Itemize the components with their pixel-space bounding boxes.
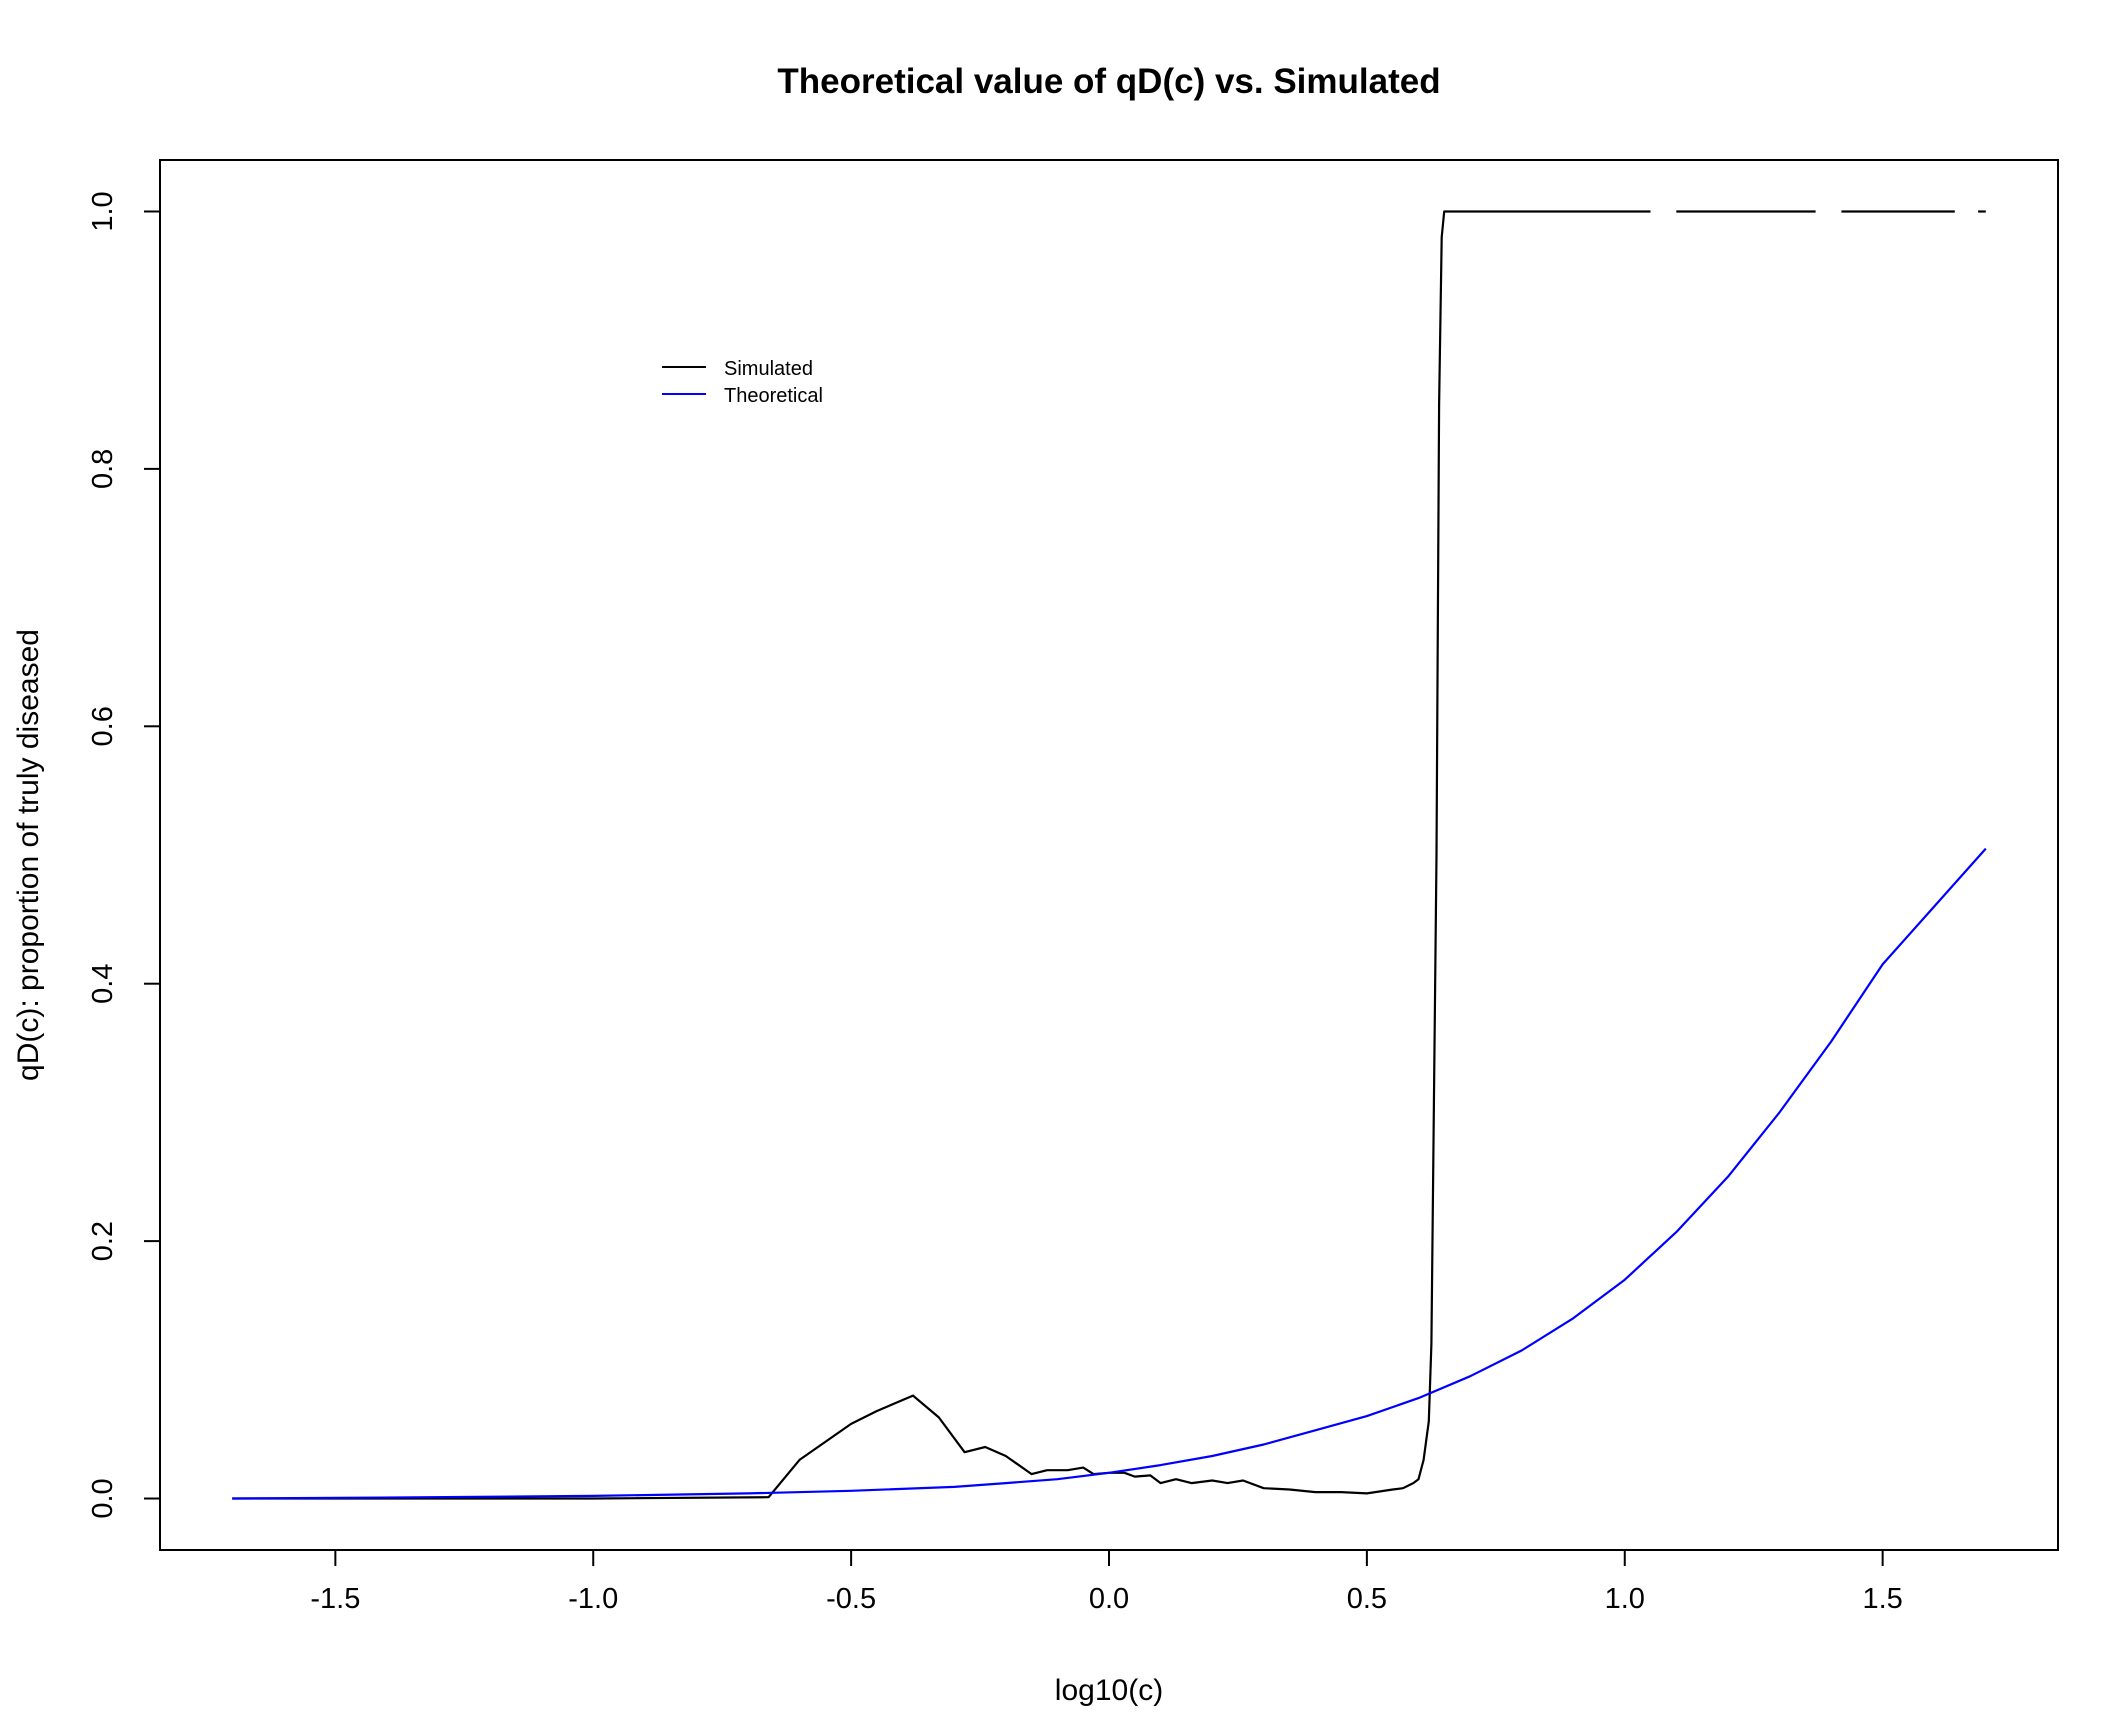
x-tick-label: 0.5 [1347,1583,1387,1615]
x-axis-label: log10(c) [1055,1674,1163,1707]
series-line-simulated [232,210,1651,1500]
y-tick-label: 0.4 [87,964,119,1004]
x-tick-label: -0.5 [826,1583,876,1615]
y-tick-label: 0.8 [87,449,119,489]
legend-label-theoretical: Theoretical [724,385,823,407]
x-tick-label: -1.0 [568,1583,618,1615]
legend-label-simulated: Simulated [724,358,813,380]
x-tick-label: -1.5 [310,1583,360,1615]
x-tick-label: 1.0 [1605,1583,1645,1615]
series-layer [232,210,1987,1500]
y-tick-label: 0.2 [87,1221,119,1261]
x-tick-label: 0.0 [1089,1583,1129,1615]
x-tick-label: 1.5 [1862,1583,1902,1615]
series-line-theoretical [232,847,1987,1500]
plot-frame [159,159,2059,1551]
y-tick-label: 1.0 [87,191,119,231]
y-tick-label: 0.6 [87,706,119,746]
legend: Simulated Theoretical [662,358,823,407]
y-axis: 0.0 0.2 0.4 0.6 0.8 1.0 [87,191,161,1519]
y-axis-label: qD(c): proportion of truly diseased [12,629,45,1081]
x-axis: -1.5 -1.0 -0.5 0.0 0.5 1.0 1.5 [310,1549,1903,1615]
chart-title: Theoretical value of qD(c) vs. Simulated [777,62,1440,101]
y-tick-label: 0.0 [87,1478,119,1518]
